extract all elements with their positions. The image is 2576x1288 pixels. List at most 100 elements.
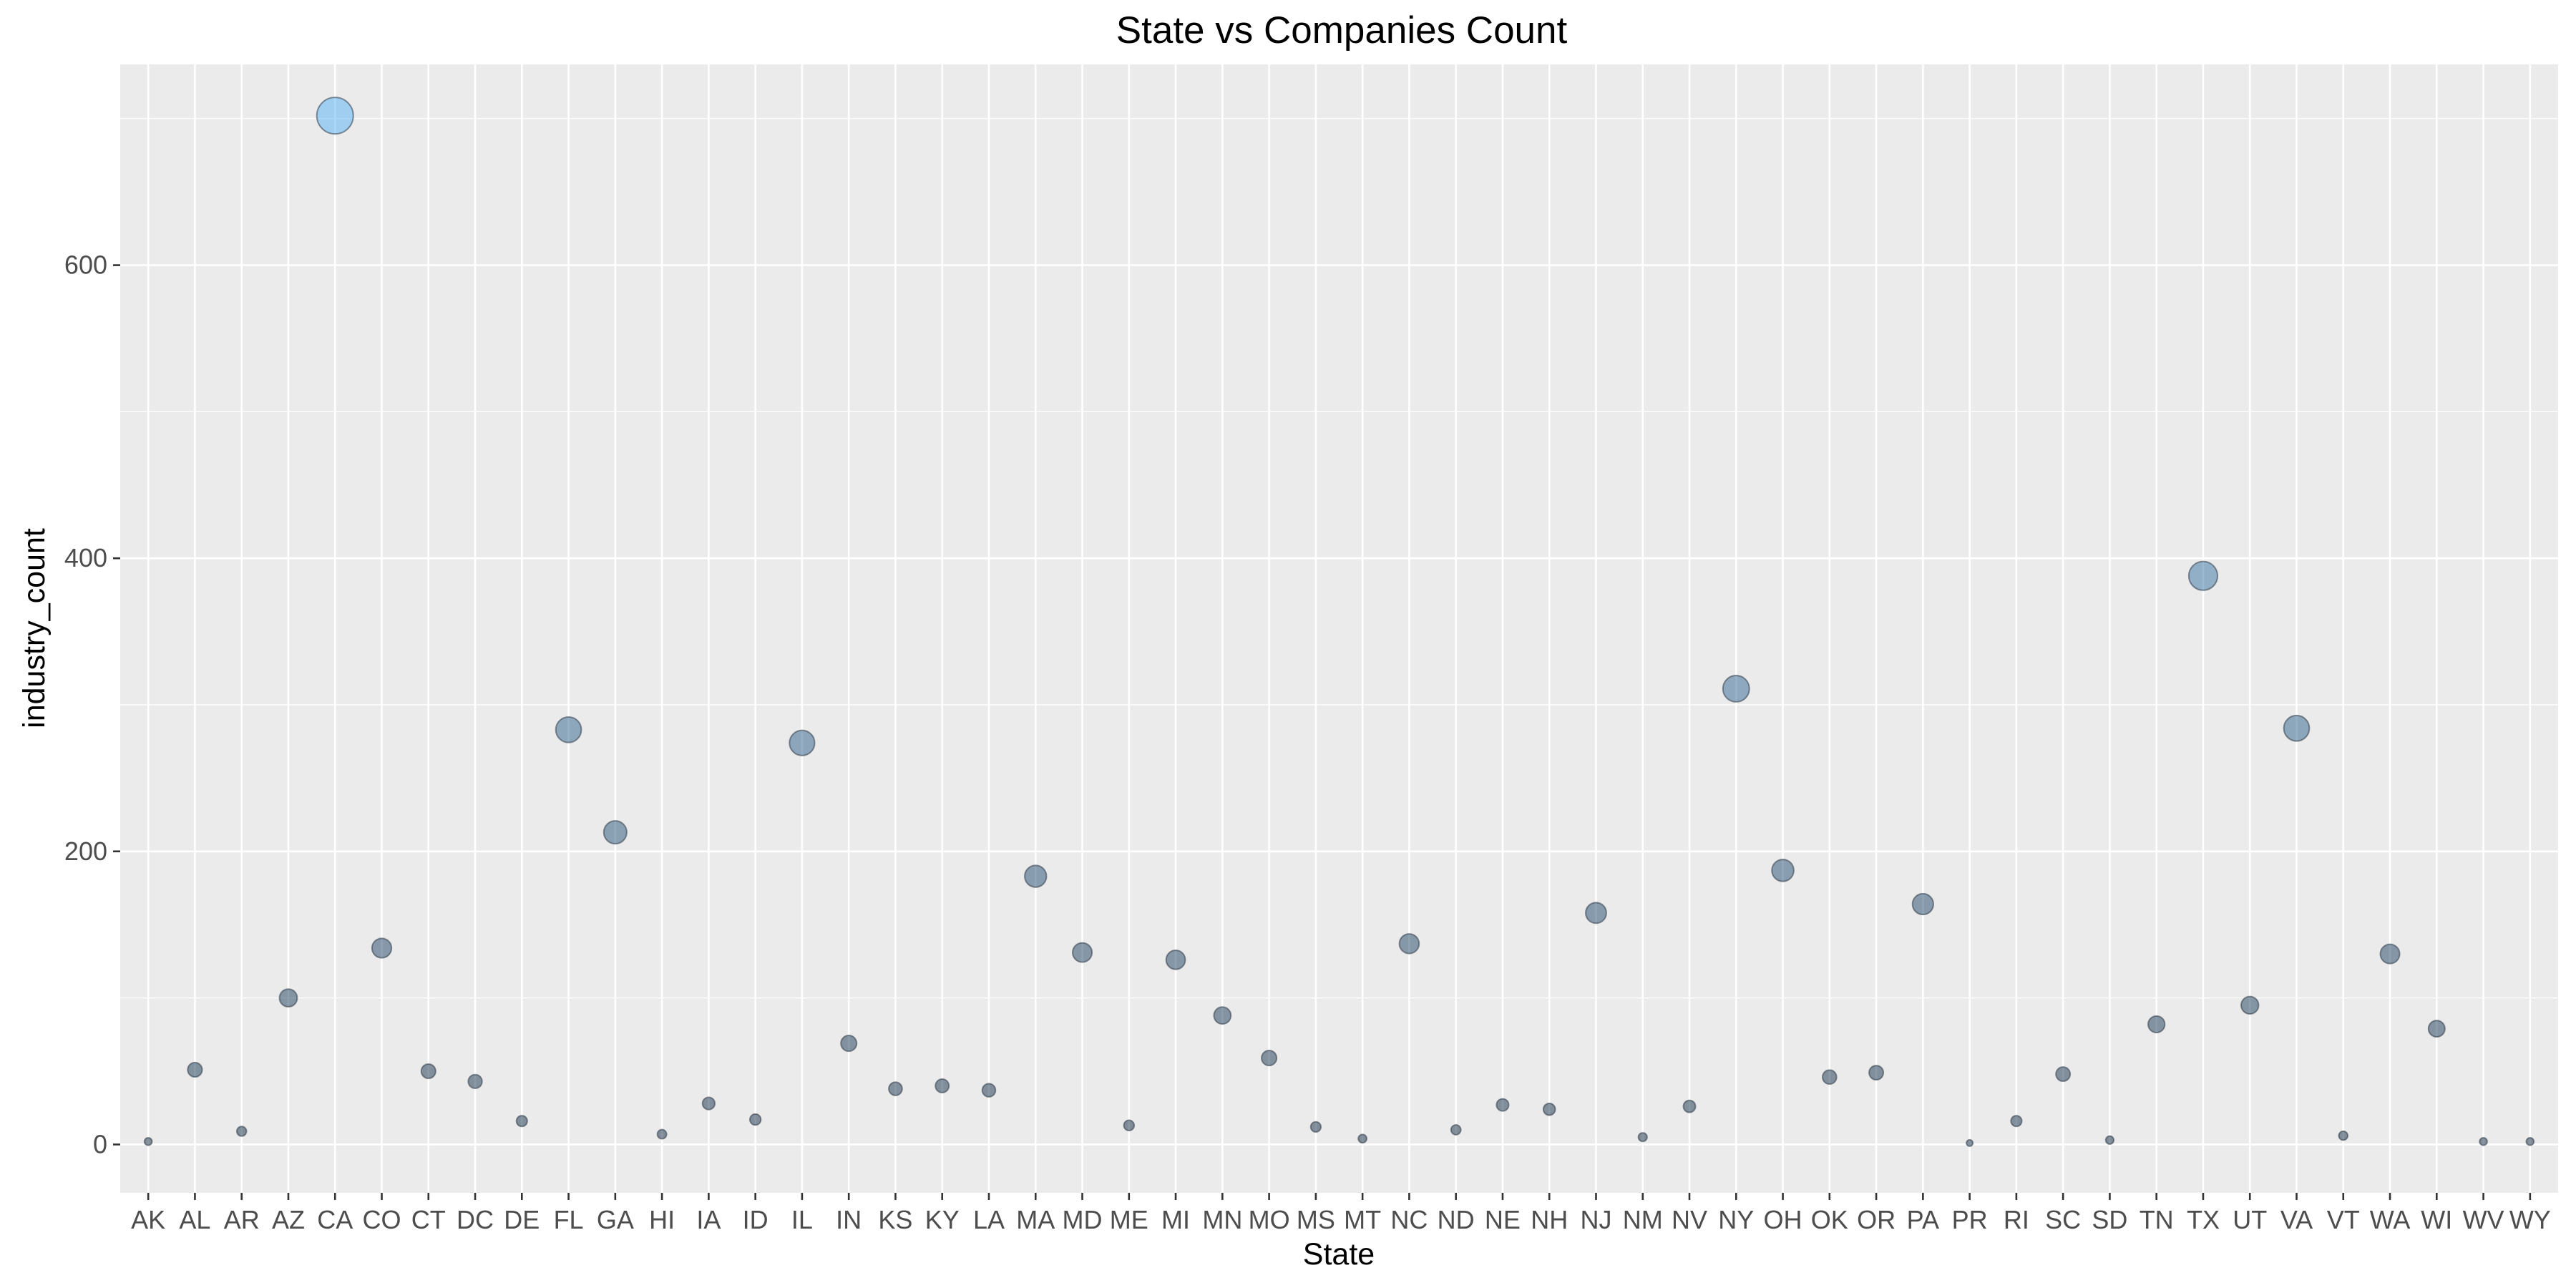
x-tick-label: CO: [363, 1205, 401, 1234]
x-tick-label: OK: [1811, 1205, 1848, 1234]
data-point-vt: [2338, 1130, 2349, 1141]
data-point-co: [371, 937, 393, 959]
plot-panel: [120, 64, 2558, 1193]
x-tick-label: AL: [179, 1205, 210, 1234]
x-tick-label: SC: [2045, 1205, 2081, 1234]
x-tick-label: WY: [2509, 1205, 2551, 1234]
data-point-nj: [1585, 902, 1607, 924]
x-tick-label: AR: [224, 1205, 260, 1234]
data-point-or: [1868, 1065, 1885, 1081]
x-tick-label: FL: [554, 1205, 584, 1234]
data-point-ok: [1821, 1069, 1838, 1085]
data-point-nc: [1398, 933, 1420, 955]
data-point-wa: [2379, 943, 2401, 965]
data-point-mo: [1261, 1050, 1278, 1067]
data-point-ne: [1496, 1098, 1510, 1112]
data-point-mt: [1357, 1133, 1368, 1144]
x-tick-label: RI: [2004, 1205, 2029, 1234]
x-tick-label: VA: [2280, 1205, 2313, 1234]
x-tick-label: IL: [791, 1205, 813, 1234]
x-tick-label: AK: [131, 1205, 165, 1234]
x-tick-label: KS: [878, 1205, 912, 1234]
x-tick-label: MO: [1249, 1205, 1290, 1234]
data-point-il: [789, 729, 816, 756]
x-tick-label: NC: [1390, 1205, 1428, 1234]
data-point-ms: [1309, 1121, 1322, 1133]
data-point-nv: [1682, 1099, 1697, 1113]
x-tick-label: CA: [317, 1205, 353, 1234]
x-tick-label: MS: [1297, 1205, 1335, 1234]
x-tick-label: TX: [2187, 1205, 2220, 1234]
data-point-va: [2283, 714, 2311, 742]
y-axis-title: industry_count: [17, 528, 52, 728]
x-tick-label: OH: [1764, 1205, 1802, 1234]
data-point-nd: [1450, 1124, 1462, 1136]
data-point-me: [1123, 1119, 1136, 1132]
data-points: [143, 97, 2535, 1147]
x-axis: AK AL AR AZ CA CO CT DC DE FL GA HI IA ID IL IN KS KY LA MA…: [131, 1193, 2551, 1234]
x-tick-label: MT: [1344, 1205, 1381, 1234]
x-tick-label: LA: [973, 1205, 1005, 1234]
data-point-in: [840, 1035, 858, 1053]
data-point-hi: [656, 1128, 668, 1140]
major-gridlines: [120, 64, 2558, 1193]
data-point-tn: [2147, 1015, 2166, 1034]
data-point-sd: [2104, 1135, 2115, 1145]
x-tick-label: CT: [411, 1205, 446, 1234]
data-point-mi: [1165, 949, 1186, 970]
x-tick-label: DE: [504, 1205, 540, 1234]
data-point-ct: [420, 1063, 436, 1080]
x-tick-label: IA: [696, 1205, 721, 1234]
data-point-pr: [1966, 1138, 1974, 1147]
x-tick-label: WV: [2463, 1205, 2504, 1234]
x-tick-label: KY: [925, 1205, 960, 1234]
data-point-sc: [2055, 1066, 2072, 1083]
y-axis: 0 200 400 600: [64, 250, 120, 1158]
data-point-ar: [235, 1126, 248, 1137]
x-tick-label: NM: [1623, 1205, 1663, 1234]
x-tick-label: WI: [2421, 1205, 2452, 1234]
data-point-pa: [1911, 892, 1934, 916]
x-tick-label: SD: [2092, 1205, 2127, 1234]
data-point-md: [1071, 942, 1093, 963]
x-tick-label: ND: [1438, 1205, 1475, 1234]
minor-gridlines: [120, 118, 2558, 999]
data-point-mn: [1213, 1006, 1232, 1025]
data-point-ia: [701, 1096, 716, 1111]
data-point-ky: [935, 1078, 950, 1093]
data-point-ak: [143, 1137, 153, 1146]
x-tick-label: DC: [457, 1205, 494, 1234]
chart-title: State vs Companies Count: [1116, 9, 1568, 52]
y-tick-label: 200: [64, 836, 107, 866]
y-tick-label: 400: [64, 543, 107, 572]
x-tick-label: AZ: [272, 1205, 305, 1234]
data-point-ca: [316, 97, 354, 135]
data-point-ma: [1024, 864, 1048, 888]
data-point-ks: [888, 1081, 903, 1096]
x-tick-label: MI: [1161, 1205, 1190, 1234]
x-tick-label: GA: [597, 1205, 634, 1234]
data-point-de: [515, 1115, 528, 1128]
data-point-wv: [2479, 1137, 2488, 1146]
y-tick-label: 600: [64, 250, 107, 280]
data-point-oh: [1771, 859, 1795, 882]
data-point-id: [748, 1113, 762, 1126]
x-axis-title: State: [1303, 1237, 1375, 1272]
x-tick-label: OR: [1857, 1205, 1896, 1234]
data-point-wy: [2525, 1137, 2535, 1146]
data-point-al: [187, 1061, 203, 1078]
data-point-la: [981, 1083, 997, 1098]
data-point-ny: [1722, 675, 1750, 703]
data-point-fl: [555, 716, 582, 743]
x-tick-label: PA: [1907, 1205, 1939, 1234]
data-point-nm: [1637, 1132, 1648, 1143]
data-point-ga: [602, 820, 628, 845]
x-tick-label: NE: [1485, 1205, 1521, 1234]
x-tick-label: NH: [1531, 1205, 1568, 1234]
x-tick-label: UT: [2233, 1205, 2267, 1234]
x-tick-label: HI: [649, 1205, 675, 1234]
data-point-dc: [467, 1073, 483, 1089]
x-tick-label: IN: [836, 1205, 862, 1234]
x-tick-label: ID: [743, 1205, 769, 1234]
